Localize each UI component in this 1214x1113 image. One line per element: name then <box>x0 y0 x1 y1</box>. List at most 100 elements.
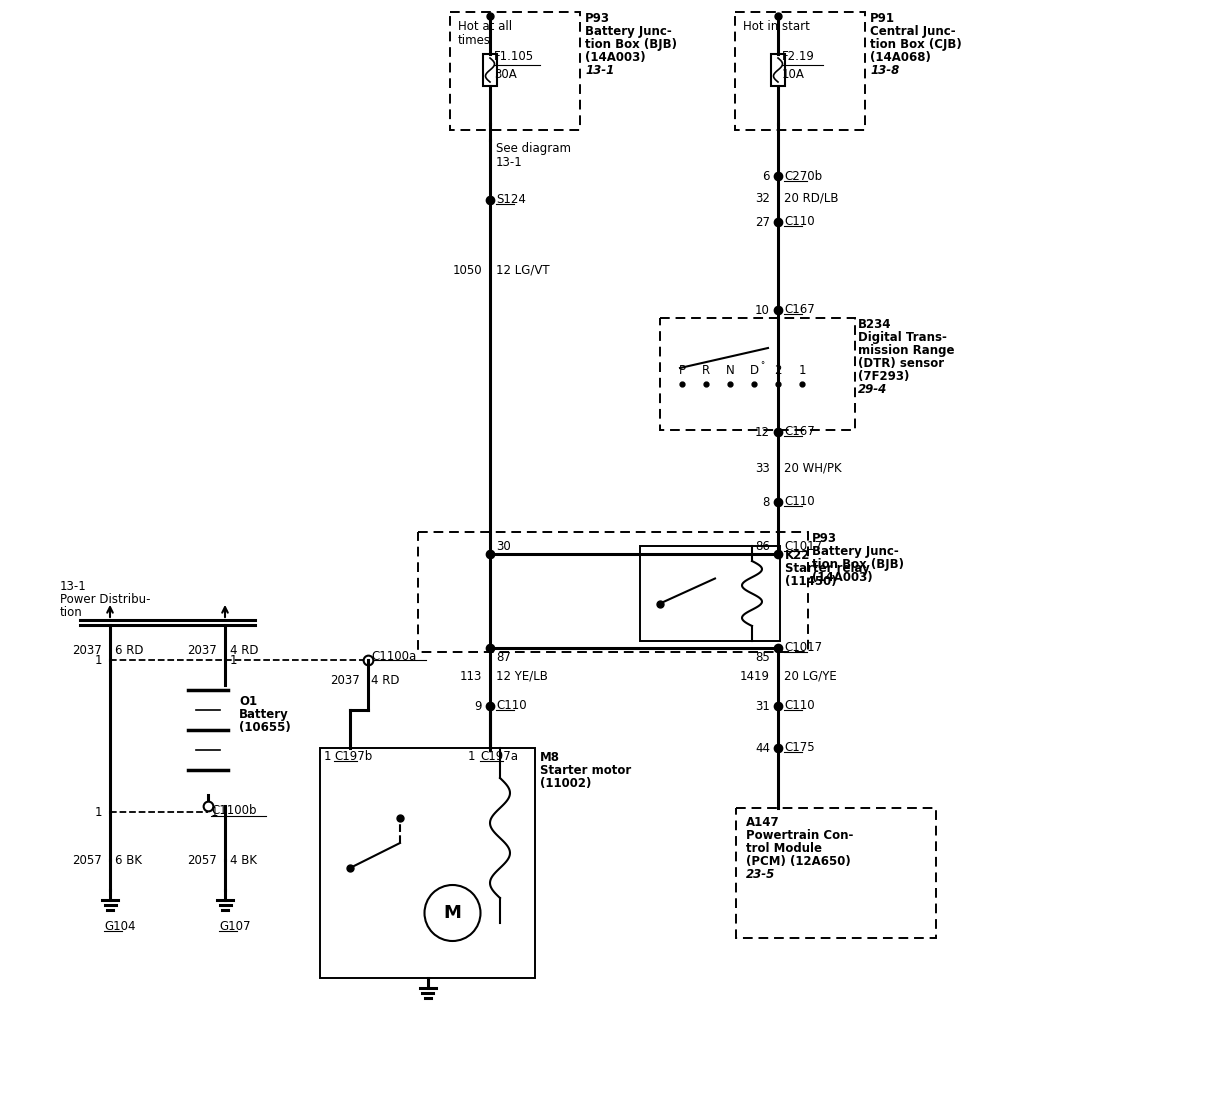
Text: °: ° <box>760 362 764 371</box>
Text: See diagram: See diagram <box>497 142 571 155</box>
Text: 2057: 2057 <box>73 854 102 867</box>
Text: M8: M8 <box>540 751 560 764</box>
Bar <box>418 532 809 652</box>
Text: times: times <box>458 35 490 47</box>
Text: 13-1: 13-1 <box>585 65 614 77</box>
Text: R: R <box>702 364 710 376</box>
Text: M: M <box>443 904 461 922</box>
Text: P93: P93 <box>812 532 836 545</box>
Text: 30: 30 <box>497 540 511 553</box>
Text: 44: 44 <box>755 741 770 755</box>
Text: Battery Junc-: Battery Junc- <box>585 24 671 38</box>
Text: (DTR) sensor: (DTR) sensor <box>858 357 944 370</box>
Text: 9: 9 <box>475 699 482 712</box>
Text: C197a: C197a <box>480 750 518 764</box>
Text: tion Box (BJB): tion Box (BJB) <box>812 558 904 571</box>
Text: Starter motor: Starter motor <box>540 764 631 777</box>
Text: 23-5: 23-5 <box>745 868 776 881</box>
Text: 1: 1 <box>799 364 806 376</box>
Text: 4 RD: 4 RD <box>371 673 399 687</box>
Bar <box>450 12 580 130</box>
Text: Battery Junc-: Battery Junc- <box>812 545 898 558</box>
Text: C270b: C270b <box>784 170 822 183</box>
Text: F1.105: F1.105 <box>494 49 534 62</box>
Text: O1: O1 <box>239 695 257 708</box>
Text: 2037: 2037 <box>187 643 217 657</box>
Text: 13-8: 13-8 <box>870 65 900 77</box>
Text: 20 LG/YE: 20 LG/YE <box>784 670 836 682</box>
Bar <box>736 808 936 938</box>
Text: K22: K22 <box>785 549 811 562</box>
Text: Hot at all: Hot at all <box>458 20 512 33</box>
Text: 13-1: 13-1 <box>497 156 523 169</box>
Text: 4 RD: 4 RD <box>229 643 259 657</box>
Text: Hot in start: Hot in start <box>743 20 810 33</box>
Text: (14A003): (14A003) <box>585 51 646 65</box>
Text: N: N <box>726 364 734 376</box>
Text: C1100a: C1100a <box>371 650 416 663</box>
Text: 10A: 10A <box>782 68 805 81</box>
Bar <box>640 546 781 641</box>
Text: Central Junc-: Central Junc- <box>870 24 955 38</box>
Text: 31: 31 <box>755 699 770 712</box>
Text: D: D <box>749 364 759 376</box>
Text: B234: B234 <box>858 318 891 331</box>
Text: 4 BK: 4 BK <box>229 854 257 867</box>
Text: 86: 86 <box>755 540 770 553</box>
Text: tion Box (CJB): tion Box (CJB) <box>870 38 961 51</box>
Text: C1017: C1017 <box>784 540 822 553</box>
Text: S124: S124 <box>497 193 526 206</box>
Text: (14A068): (14A068) <box>870 51 931 65</box>
Text: 6 RD: 6 RD <box>115 643 143 657</box>
Text: C197b: C197b <box>334 750 373 764</box>
Text: 1419: 1419 <box>741 670 770 682</box>
Text: 12 LG/VT: 12 LG/VT <box>497 264 550 276</box>
Text: Powertrain Con-: Powertrain Con- <box>745 829 853 843</box>
Text: Power Distribu-: Power Distribu- <box>59 593 151 605</box>
Text: G104: G104 <box>104 920 136 933</box>
Text: Starter relay: Starter relay <box>785 562 869 575</box>
Text: 87: 87 <box>497 651 511 664</box>
Text: C110: C110 <box>784 215 815 228</box>
Text: 113: 113 <box>460 670 482 682</box>
Text: 8: 8 <box>762 495 770 509</box>
Text: 1: 1 <box>95 653 102 667</box>
Text: Battery: Battery <box>239 708 289 721</box>
Text: (11450): (11450) <box>785 575 836 588</box>
Text: 1: 1 <box>469 750 476 764</box>
Text: 30A: 30A <box>494 68 517 81</box>
Bar <box>320 748 535 978</box>
Bar <box>734 12 866 130</box>
Bar <box>660 318 855 430</box>
Text: (7F293): (7F293) <box>858 370 909 383</box>
Text: 2037: 2037 <box>330 673 361 687</box>
Text: 2037: 2037 <box>73 643 102 657</box>
Text: (PCM) (12A650): (PCM) (12A650) <box>745 855 851 868</box>
Bar <box>483 55 497 86</box>
Text: 1: 1 <box>324 750 331 764</box>
Text: P: P <box>679 364 686 376</box>
Text: 1: 1 <box>229 653 238 667</box>
Text: C167: C167 <box>784 303 815 316</box>
Text: A147: A147 <box>745 816 779 829</box>
Text: 12: 12 <box>755 425 770 439</box>
Text: C110: C110 <box>497 699 527 712</box>
Text: (11002): (11002) <box>540 777 591 790</box>
Text: G107: G107 <box>219 920 250 933</box>
Text: 27: 27 <box>755 216 770 228</box>
Text: trol Module: trol Module <box>745 843 822 855</box>
Text: F2.19: F2.19 <box>782 49 815 62</box>
Text: P93: P93 <box>585 12 609 24</box>
Text: Digital Trans-: Digital Trans- <box>858 331 947 344</box>
Bar <box>771 55 785 86</box>
Text: 2057: 2057 <box>187 854 217 867</box>
Text: 20 WH/PK: 20 WH/PK <box>784 462 841 474</box>
Text: 1: 1 <box>211 806 219 818</box>
Text: 1050: 1050 <box>453 264 482 276</box>
Text: 20 RD/LB: 20 RD/LB <box>784 191 839 205</box>
Text: P91: P91 <box>870 12 895 24</box>
Text: 6 BK: 6 BK <box>115 854 142 867</box>
Text: mission Range: mission Range <box>858 344 954 357</box>
Text: 12 YE/LB: 12 YE/LB <box>497 670 548 682</box>
Text: 13-1: 13-1 <box>59 580 86 593</box>
